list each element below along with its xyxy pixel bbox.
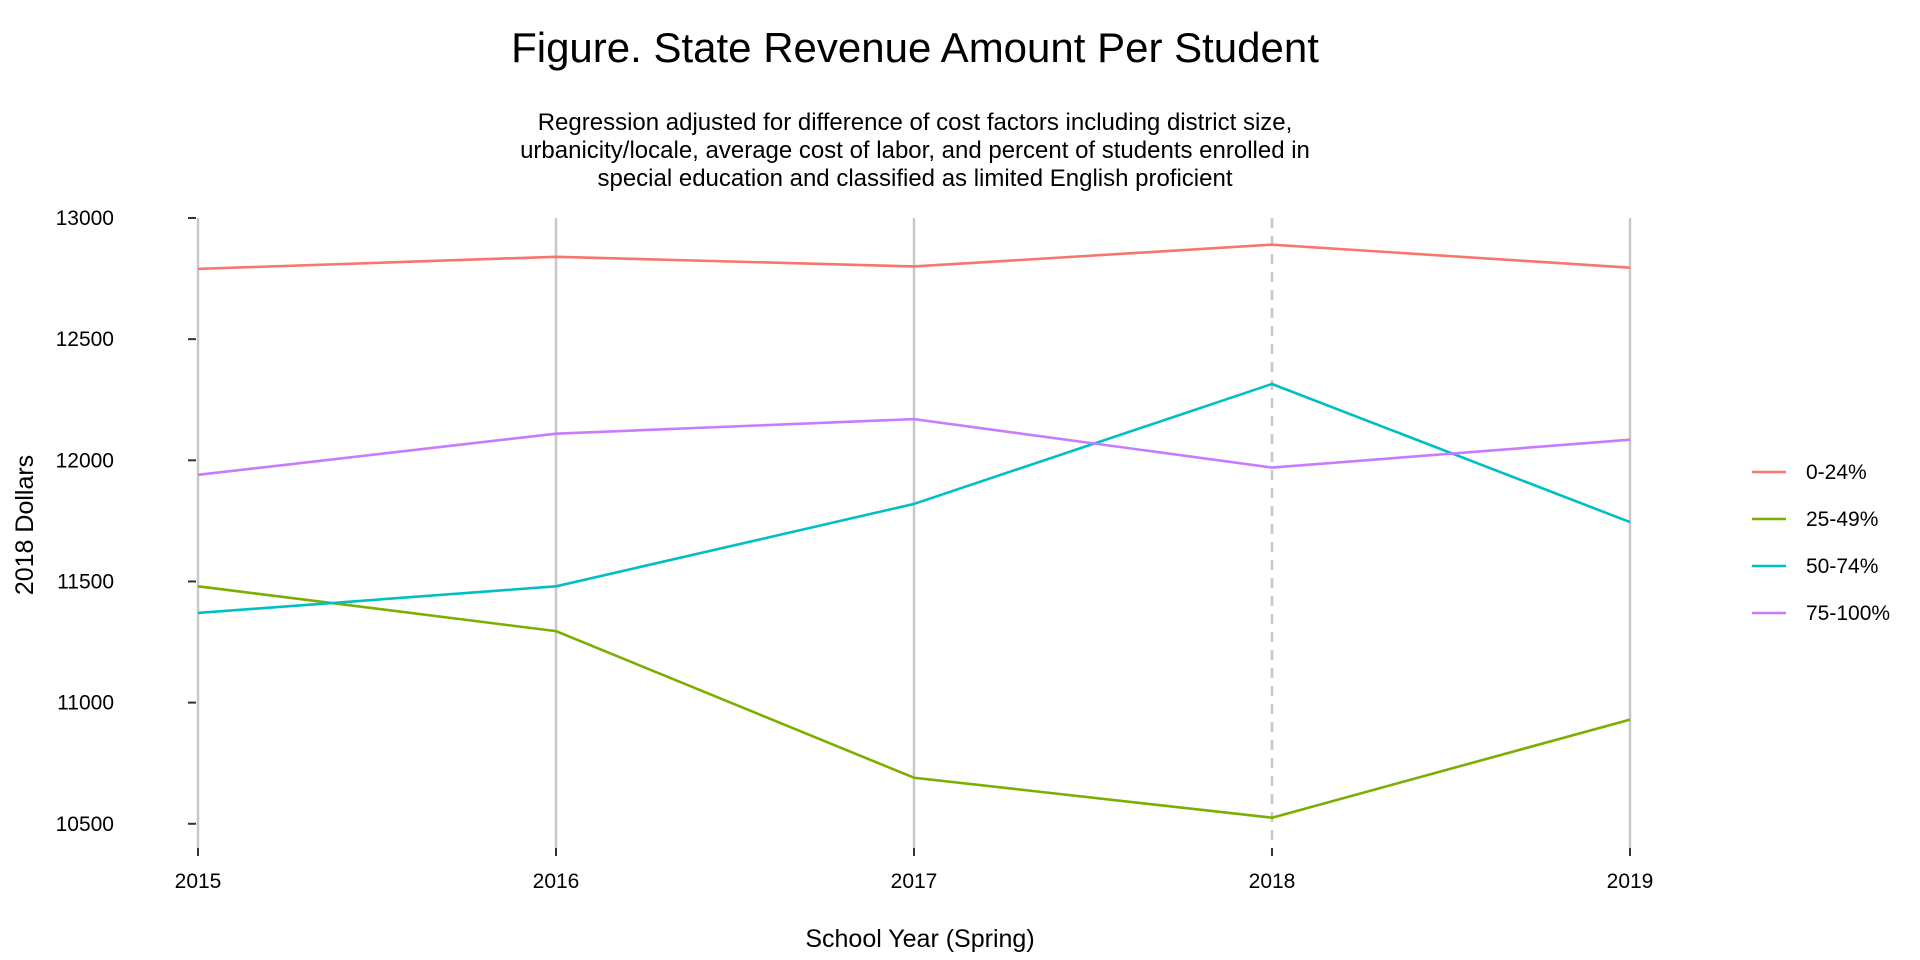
y-tick-label-10500: 10500: [56, 813, 114, 836]
x-tick-label-2018: 2018: [1249, 870, 1296, 893]
y-tick-label-13000: 13000: [56, 207, 114, 230]
x-tick-label-2015: 2015: [175, 870, 222, 893]
legend-label-75-100%: 75-100%: [1806, 602, 1890, 625]
y-tick-label-12500: 12500: [56, 328, 114, 351]
series-line-75-100%: [197, 417, 1631, 477]
series-line-50-74%: [197, 382, 1631, 615]
chart-subtitle-line-1: Regression adjusted for difference of co…: [538, 109, 1293, 136]
x-axis-label: School Year (Spring): [805, 925, 1034, 953]
legend-label-25-49%: 25-49%: [1806, 508, 1878, 531]
legend: 0-24% 25-49% 50-74% 75-100%: [1752, 461, 1890, 625]
x-tick-label-2016: 2016: [533, 870, 580, 893]
chart-subtitle-line-2: urbanicity/locale, average cost of labor…: [520, 137, 1310, 164]
legend-label-0-24%: 0-24%: [1806, 461, 1867, 484]
legend-label-50-74%: 50-74%: [1806, 555, 1878, 578]
x-tick-label-2017: 2017: [891, 870, 938, 893]
x-tick-label-2019: 2019: [1607, 870, 1654, 893]
y-tick-label-11500: 11500: [57, 570, 114, 593]
y-tick-label-11000: 11000: [57, 692, 114, 715]
series-line-25-49%: [197, 585, 1631, 820]
y-axis: 10500 11000 11500 12000 12500 13000: [56, 207, 196, 836]
chart-subtitle-line-3: special education and classified as limi…: [597, 165, 1232, 192]
y-axis-label: 2018 Dollars: [11, 455, 39, 595]
y-tick-label-12000: 12000: [56, 449, 114, 472]
series-lines: [197, 243, 1631, 820]
chart-title: Figure. State Revenue Amount Per Student: [511, 24, 1319, 71]
x-axis: 2015 2016 2017 2018 2019: [175, 848, 1654, 893]
grid-lines: [196, 218, 1632, 848]
series-line-0-24%: [197, 243, 1631, 271]
